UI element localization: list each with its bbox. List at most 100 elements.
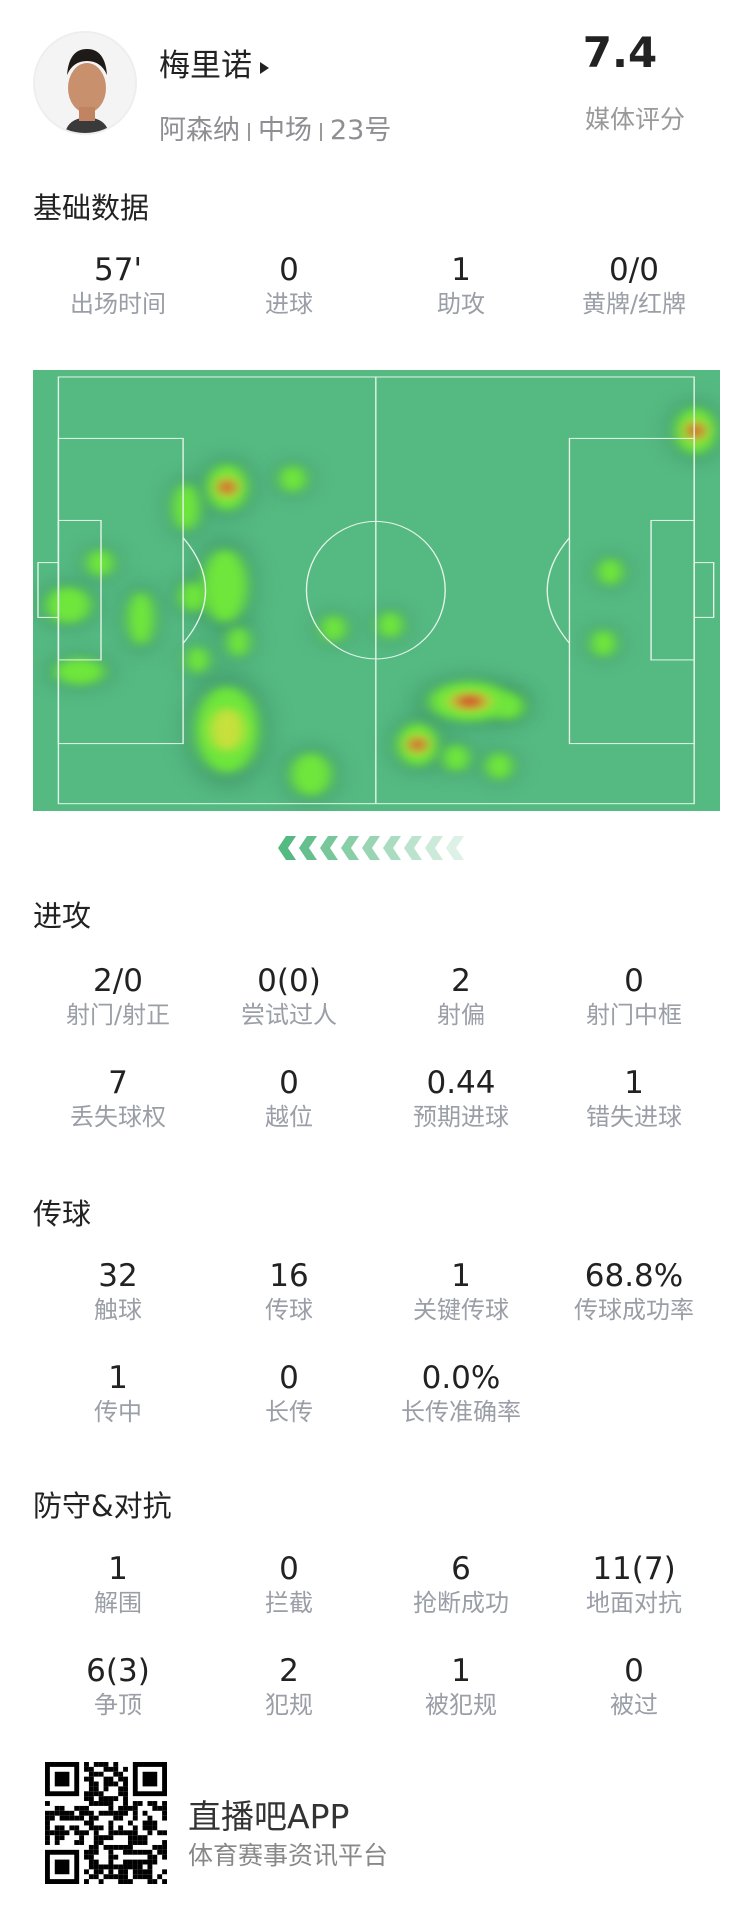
stat-value: 0	[279, 1551, 299, 1587]
stat-label: 被犯规	[425, 1691, 497, 1719]
stat-label: 错失进球	[586, 1103, 682, 1131]
stat-label: 尝试过人	[241, 1001, 337, 1029]
stat-defense: 11(7) 地面对抗	[542, 1551, 727, 1619]
stat-label: 黄牌/红牌	[581, 290, 687, 318]
stat-label: 争顶	[94, 1691, 142, 1719]
stat-value: 2	[451, 963, 471, 999]
stat-value: 2	[279, 1653, 299, 1689]
stat-defense: 1 被犯规	[369, 1653, 554, 1721]
stat-label: 传球	[265, 1296, 313, 1324]
chevron-left-icon	[383, 836, 401, 860]
heat-spot	[590, 630, 617, 657]
heatmap-pitch	[36, 376, 725, 805]
stat-passing: 0 长传	[197, 1360, 382, 1428]
chevron-left-icon	[446, 836, 464, 860]
stat-basic: 57' 出场时间	[26, 252, 211, 320]
stat-defense: 2 犯规	[197, 1653, 382, 1721]
heat-spot	[54, 658, 105, 685]
stat-label: 犯规	[265, 1691, 313, 1719]
heat-spot	[320, 615, 347, 642]
arrow-right-icon	[260, 61, 269, 74]
heat-spot	[290, 752, 332, 797]
section-title-defense: 防守&对抗	[33, 1489, 172, 1523]
rating-value: 7.4	[582, 28, 658, 77]
stat-attack: 2 射偏	[369, 963, 554, 1031]
player-avatar[interactable]	[33, 31, 137, 135]
position: 中场	[258, 115, 312, 146]
stat-label: 解围	[94, 1589, 142, 1617]
stat-passing: 68.8% 传球成功率	[542, 1258, 727, 1326]
stat-attack: 7 丢失球权	[26, 1065, 211, 1133]
player-info: 阿森纳 中场 23号	[159, 108, 391, 147]
stat-value: 68.8%	[584, 1258, 684, 1294]
stat-label: 被过	[610, 1691, 658, 1719]
stat-value: 0/0	[609, 252, 659, 288]
stat-value: 1	[451, 1258, 471, 1294]
heat-spot	[227, 626, 250, 657]
qr-code	[45, 1762, 167, 1884]
stat-value: 1	[451, 1653, 471, 1689]
stat-value: 16	[269, 1258, 309, 1294]
stat-attack: 0(0) 尝试过人	[197, 963, 382, 1031]
stat-basic: 0/0 黄牌/红牌	[542, 252, 727, 320]
stat-label: 助攻	[437, 290, 485, 318]
stat-value: 1	[108, 1551, 128, 1587]
app-slogan: 体育赛事资讯平台	[188, 1841, 389, 1870]
stat-defense: 6(3) 争顶	[26, 1653, 211, 1721]
stat-attack: 2/0 射门/射正	[26, 963, 211, 1031]
stat-label: 射偏	[437, 1001, 485, 1029]
stat-value: 0	[624, 963, 644, 999]
stat-label: 丢失球权	[70, 1103, 166, 1131]
chevron-left-icon	[320, 836, 338, 860]
stat-value: 7	[108, 1065, 128, 1101]
chevron-left-icon	[299, 836, 317, 860]
stat-defense: 0 拦截	[197, 1551, 382, 1619]
stat-label: 射门中框	[586, 1001, 682, 1029]
stat-value: 11(7)	[592, 1551, 676, 1587]
stat-value: 6(3)	[86, 1653, 150, 1689]
player-name-text: 梅里诺	[159, 48, 252, 84]
stat-value: 0	[624, 1653, 644, 1689]
stat-label: 抢断成功	[413, 1589, 509, 1617]
heat-spot-warm	[209, 708, 245, 752]
heat-spot	[186, 646, 209, 674]
player-name[interactable]: 梅里诺	[159, 40, 269, 85]
stat-basic: 1 助攻	[369, 252, 554, 320]
stat-label: 越位	[265, 1103, 313, 1131]
heat-spot	[127, 591, 155, 645]
stat-attack: 0 越位	[197, 1065, 382, 1133]
stat-defense: 1 解围	[26, 1551, 211, 1619]
heat-spot	[45, 586, 92, 624]
heat-spot	[377, 611, 404, 639]
section-title-basic: 基础数据	[33, 191, 150, 225]
chevron-left-icon	[341, 836, 359, 860]
stat-value: 57'	[94, 252, 142, 288]
heat-spot	[485, 752, 513, 780]
chevron-left-icon	[425, 836, 443, 860]
stat-value: 0.44	[426, 1065, 496, 1101]
team: 阿森纳	[159, 115, 240, 146]
stat-passing: 32 触球	[26, 1258, 211, 1326]
heat-spot	[179, 581, 207, 612]
chevron-left-icon	[278, 836, 296, 860]
heat-spot	[202, 549, 248, 623]
stat-value: 0	[279, 1360, 299, 1396]
stat-label: 传球成功率	[574, 1296, 694, 1324]
heat-spot-hot	[688, 423, 703, 438]
stat-value: 0.0%	[421, 1360, 501, 1396]
section-title-attack: 进攻	[33, 899, 92, 933]
divider	[248, 122, 250, 141]
section-title-passing: 传球	[33, 1197, 92, 1231]
heat-spot	[279, 465, 307, 493]
stat-attack: 1 错失进球	[542, 1065, 727, 1133]
shirt-number: 23号	[330, 115, 392, 146]
stat-value: 0	[279, 252, 299, 288]
stat-passing: 16 传球	[197, 1258, 382, 1326]
heat-spot	[172, 483, 200, 531]
stat-value: 0	[279, 1065, 299, 1101]
stat-label: 长传准确率	[401, 1398, 521, 1426]
stat-label: 射门/射正	[65, 1001, 171, 1029]
stat-label: 预期进球	[413, 1103, 509, 1131]
stat-passing: 1 传中	[26, 1360, 211, 1428]
divider	[320, 122, 322, 141]
